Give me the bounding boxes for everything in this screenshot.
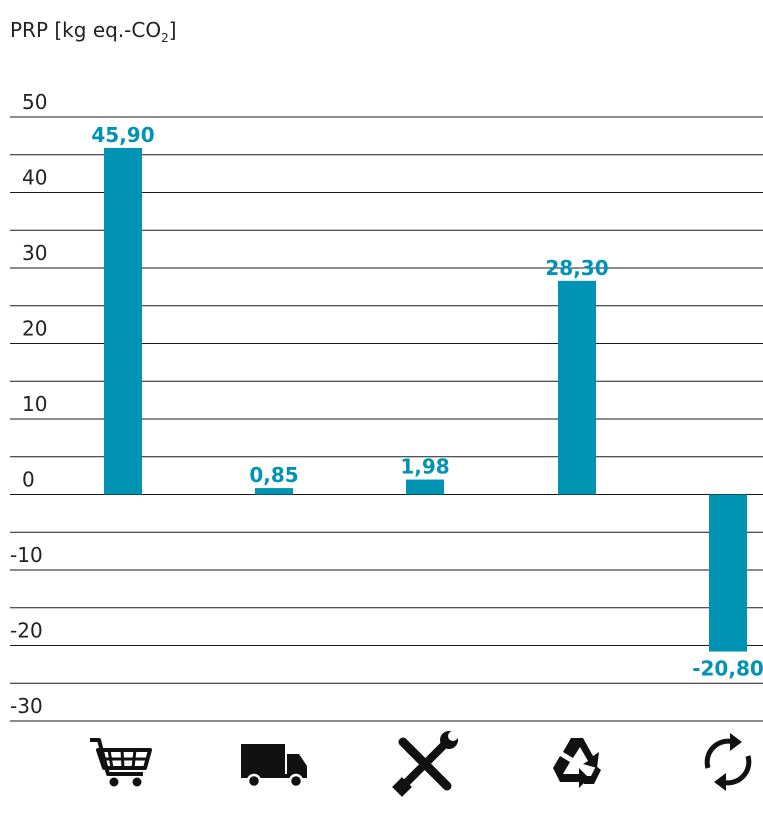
data-label-shopping-cart: 45,90 <box>91 123 154 147</box>
recycle-icon <box>553 738 601 788</box>
data-label-tools: 1,98 <box>400 455 449 479</box>
y-tick-labels: 50 40 30 20 10 0 -10 -20 -30 <box>10 90 47 718</box>
shopping-cart-icon <box>90 738 152 787</box>
data-label-cycle: -20,80 <box>692 657 763 681</box>
y-tick-label: 20 <box>22 317 47 341</box>
data-labels: 45,90 0,85 1,98 28,30 -20,80 <box>91 123 763 681</box>
tools-icon <box>392 731 458 797</box>
y-tick-label: -10 <box>10 543 43 567</box>
bar-cycle <box>709 494 747 652</box>
bar-tools <box>406 479 444 495</box>
bar-truck <box>255 488 293 495</box>
y-tick-label: -20 <box>10 619 43 643</box>
category-icons <box>90 731 752 797</box>
y-tick-label: -30 <box>10 694 43 718</box>
y-tick-label: 0 <box>22 468 35 492</box>
y-tick-label: 50 <box>22 90 47 114</box>
bar-shopping-cart <box>104 147 142 495</box>
data-label-recycle: 28,30 <box>545 256 608 280</box>
y-axis-title: PRP [kg eq.-CO2] <box>10 18 177 45</box>
cycle-arrows-icon <box>704 733 752 791</box>
bars <box>104 147 747 652</box>
data-label-truck: 0,85 <box>249 463 298 487</box>
y-tick-label: 10 <box>22 392 47 416</box>
y-tick-label: 30 <box>22 241 47 265</box>
bar-recycle <box>558 280 596 495</box>
truck-icon <box>241 744 307 789</box>
y-tick-label: 40 <box>22 166 47 190</box>
